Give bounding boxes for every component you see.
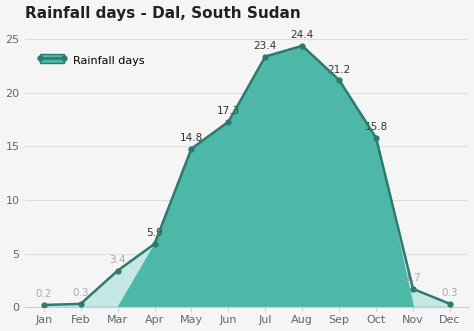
Text: 0.3: 0.3 (442, 288, 458, 298)
Text: 17.3: 17.3 (217, 106, 240, 116)
Text: 15.8: 15.8 (365, 122, 388, 132)
Legend: Rainfall days: Rainfall days (35, 51, 149, 70)
Text: 23.4: 23.4 (254, 41, 277, 51)
Text: 14.8: 14.8 (180, 133, 203, 143)
Text: 21.2: 21.2 (328, 65, 351, 74)
Text: 0.2: 0.2 (36, 289, 52, 300)
Text: 3.4: 3.4 (109, 255, 126, 265)
Text: 5.9: 5.9 (146, 228, 163, 238)
Text: Rainfall days - Dal, South Sudan: Rainfall days - Dal, South Sudan (25, 6, 301, 21)
Text: 0.3: 0.3 (73, 288, 89, 298)
Text: 24.4: 24.4 (291, 30, 314, 40)
Text: 1.7: 1.7 (405, 273, 421, 283)
